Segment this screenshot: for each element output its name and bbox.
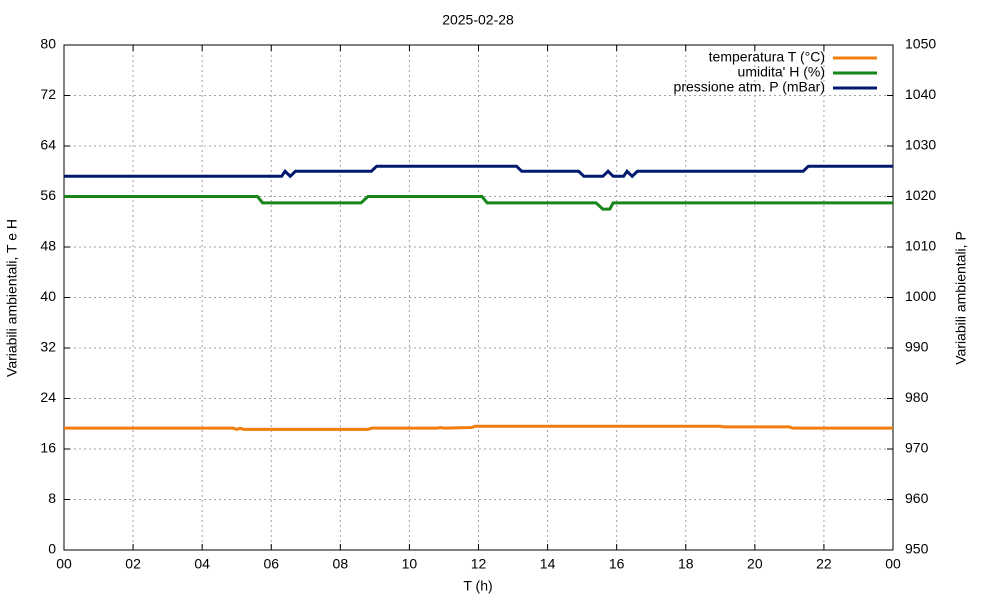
y-tick-label: 8 — [48, 490, 56, 506]
y2-tick-label: 1000 — [905, 288, 936, 304]
y-tick-label: 16 — [40, 440, 56, 456]
legend-label: umidita' H (%) — [738, 64, 825, 80]
y-axis-label: Variabili ambientali, T e H — [4, 219, 20, 377]
series-line — [64, 164, 893, 179]
series-line — [64, 424, 893, 432]
x-tick-label: 10 — [402, 556, 418, 572]
x-tick-label: 14 — [540, 556, 556, 572]
y-tick-label: 64 — [40, 137, 56, 153]
y2-tick-label: 1050 — [905, 36, 936, 52]
y2-axis-label: Variabili ambientali, P — [953, 231, 969, 365]
y-tick-label: 0 — [48, 541, 56, 557]
x-tick-label: 20 — [747, 556, 763, 572]
x-tick-label: 00 — [56, 556, 72, 572]
x-tick-label: 22 — [816, 556, 832, 572]
x-tick-label: 18 — [678, 556, 694, 572]
x-tick-label: 06 — [263, 556, 279, 572]
y-tick-label: 80 — [40, 36, 56, 52]
y-tick-label: 56 — [40, 187, 56, 203]
y2-tick-label: 950 — [905, 541, 929, 557]
y2-tick-label: 980 — [905, 389, 929, 405]
y2-tick-label: 970 — [905, 440, 929, 456]
y-tick-label: 48 — [40, 238, 56, 254]
y2-tick-label: 990 — [905, 339, 929, 355]
y2-tick-label: 1030 — [905, 137, 936, 153]
legend-label: pressione atm. P (mBar) — [674, 79, 825, 95]
y2-tick-label: 1040 — [905, 86, 936, 102]
y-tick-label: 32 — [40, 339, 56, 355]
y-tick-label: 24 — [40, 389, 56, 405]
chart-title: 2025-02-28 — [442, 12, 514, 28]
x-tick-label: 16 — [609, 556, 625, 572]
x-tick-label: 12 — [471, 556, 487, 572]
x-tick-label: 00 — [885, 556, 901, 572]
series-line — [64, 195, 893, 211]
legend-label: temperatura T (°C) — [709, 49, 825, 65]
y-tick-label: 72 — [40, 86, 56, 102]
x-tick-label: 02 — [125, 556, 141, 572]
y2-tick-label: 1020 — [905, 187, 936, 203]
y2-tick-label: 960 — [905, 490, 929, 506]
x-axis-label: T (h) — [463, 578, 492, 594]
y-tick-label: 40 — [40, 288, 56, 304]
plot-frame — [63, 44, 894, 551]
x-tick-label: 08 — [333, 556, 349, 572]
x-tick-label: 04 — [194, 556, 210, 572]
y2-tick-label: 1010 — [905, 238, 936, 254]
